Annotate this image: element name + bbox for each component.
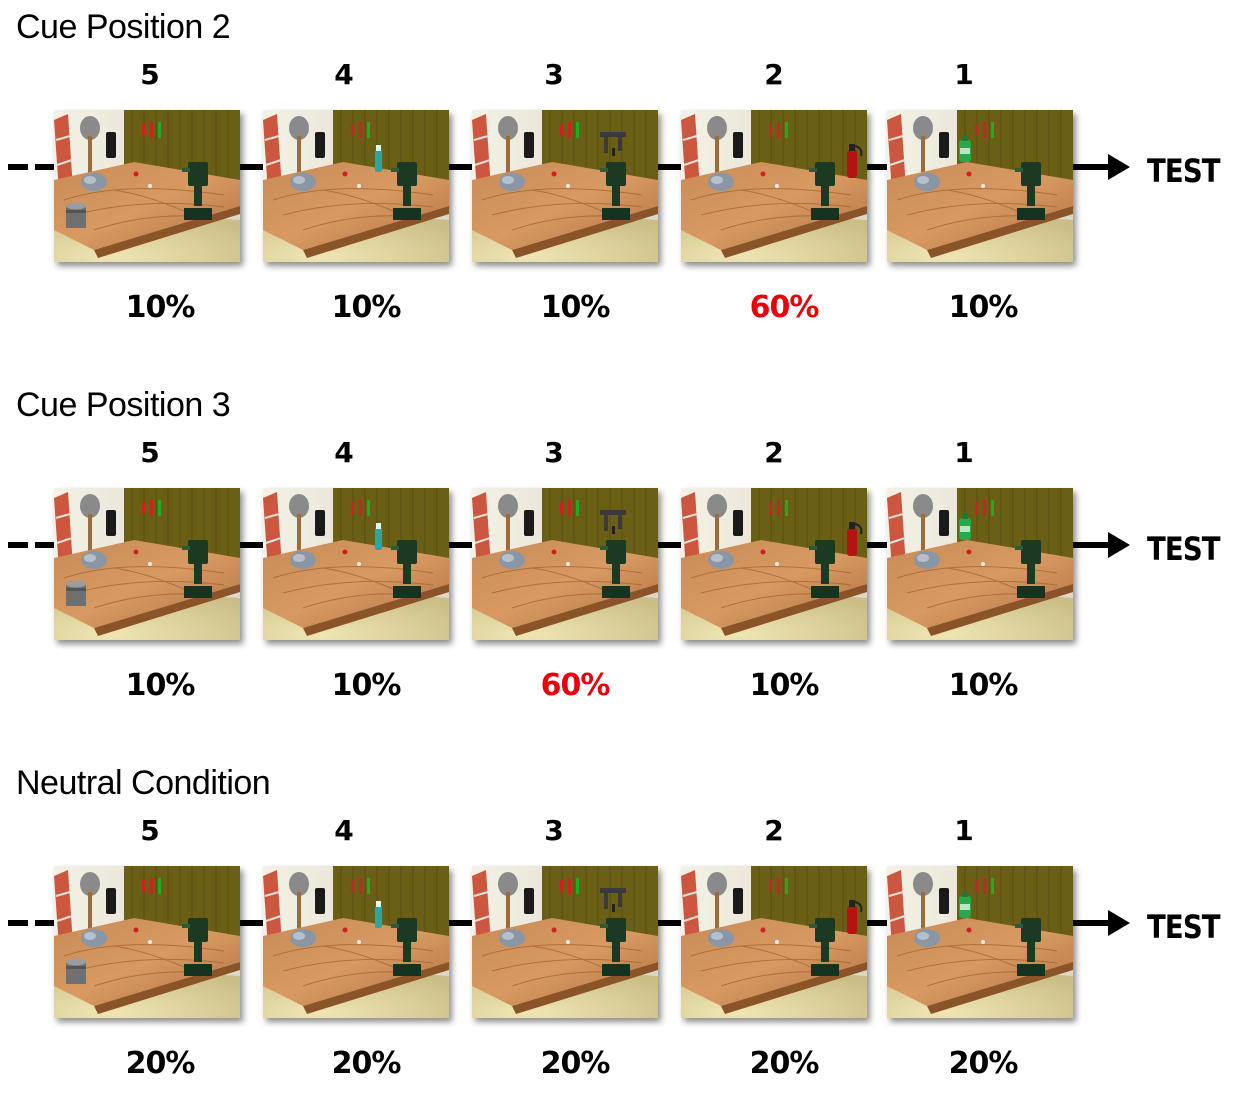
- position-number: 2: [764, 814, 784, 847]
- arrow-head-icon: [1108, 910, 1130, 936]
- position-number: 1: [954, 58, 974, 91]
- test-label: TEST: [1147, 908, 1221, 946]
- workshop-image: [681, 110, 867, 262]
- position-number: 3: [544, 436, 564, 469]
- workshop-image: [54, 866, 240, 1018]
- timeline-arrow: [0, 164, 1130, 170]
- probability-label: 10%: [331, 668, 402, 703]
- probability-label: 10%: [125, 668, 196, 703]
- position-number: 5: [140, 436, 160, 469]
- probability-label: 20%: [540, 1046, 611, 1081]
- timeline-arrow: [0, 920, 1130, 926]
- workshop-image: [54, 110, 240, 262]
- position-number: 3: [544, 58, 564, 91]
- panel-title: Cue Position 3: [16, 386, 231, 424]
- probability-label: 60%: [749, 290, 820, 325]
- workshop-image: [54, 488, 240, 640]
- probability-label: 10%: [331, 290, 402, 325]
- position-number: 1: [954, 436, 974, 469]
- test-label: TEST: [1147, 530, 1221, 568]
- position-number: 3: [544, 814, 564, 847]
- workshop-image: [472, 488, 658, 640]
- timeline-arrow: [0, 542, 1130, 548]
- probability-label: 10%: [948, 290, 1019, 325]
- workshop-image: [681, 866, 867, 1018]
- probability-label: 20%: [125, 1046, 196, 1081]
- position-number: 2: [764, 58, 784, 91]
- panel-neutral-condition: Neutral Condition TEST 5 4 3 2 1 20% 20%…: [0, 756, 1238, 1116]
- position-number: 4: [334, 814, 354, 847]
- workshop-image: [681, 488, 867, 640]
- workshop-image: [887, 866, 1073, 1018]
- position-number: 5: [140, 814, 160, 847]
- workshop-image: [472, 110, 658, 262]
- workshop-image: [263, 110, 449, 262]
- position-number: 5: [140, 58, 160, 91]
- probability-label: 20%: [948, 1046, 1019, 1081]
- panel-cue-position-3: Cue Position 3 TEST 5 4 3 2 1 10% 10% 60…: [0, 378, 1238, 738]
- workshop-image: [263, 488, 449, 640]
- probability-label: 10%: [749, 668, 820, 703]
- panel-title: Cue Position 2: [16, 8, 231, 46]
- workshop-image: [887, 488, 1073, 640]
- position-number: 4: [334, 58, 354, 91]
- position-number: 4: [334, 436, 354, 469]
- workshop-image: [887, 110, 1073, 262]
- position-number: 2: [764, 436, 784, 469]
- probability-label: 20%: [749, 1046, 820, 1081]
- test-label: TEST: [1147, 152, 1221, 190]
- panel-title: Neutral Condition: [16, 764, 271, 802]
- panel-cue-position-2: Cue Position 2 TEST 5 4 3 2 1 10% 10% 10…: [0, 0, 1238, 360]
- probability-label: 10%: [125, 290, 196, 325]
- probability-label: 10%: [948, 668, 1019, 703]
- arrow-head-icon: [1108, 154, 1130, 180]
- probability-label: 60%: [540, 668, 611, 703]
- position-number: 1: [954, 814, 974, 847]
- probability-label: 20%: [331, 1046, 402, 1081]
- probability-label: 10%: [540, 290, 611, 325]
- workshop-image: [263, 866, 449, 1018]
- workshop-image: [472, 866, 658, 1018]
- arrow-head-icon: [1108, 532, 1130, 558]
